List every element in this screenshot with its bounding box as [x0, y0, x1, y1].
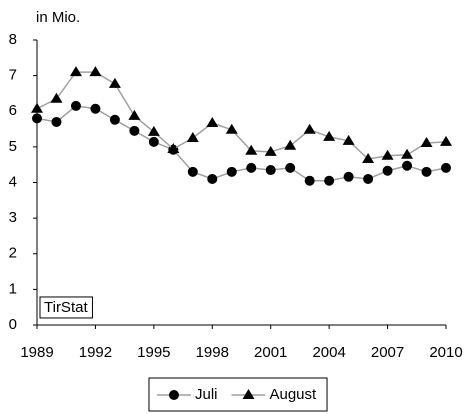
- point: [440, 135, 452, 146]
- x-tick-label: 2007: [371, 344, 404, 361]
- y-tick-label: 7: [9, 67, 17, 84]
- x-tick-label: 1998: [196, 344, 229, 361]
- point: [402, 160, 413, 171]
- x-tick-label: 1992: [79, 344, 112, 361]
- x-tick-label: 2001: [254, 344, 287, 361]
- y-tick-label: 5: [9, 138, 17, 155]
- y-tick-label: 1: [9, 280, 17, 297]
- point: [148, 136, 159, 147]
- y-axis-label: in Mio.: [36, 9, 80, 26]
- annotation: TirStat: [44, 299, 88, 316]
- point: [343, 171, 354, 182]
- point: [31, 102, 43, 113]
- x-tick-label: 1995: [137, 344, 170, 361]
- point: [109, 114, 120, 125]
- point: [303, 123, 316, 134]
- y-tick-label: 2: [9, 245, 17, 262]
- x-tick-label: 2004: [312, 344, 345, 361]
- point: [304, 175, 315, 186]
- y-tick-label: 3: [9, 209, 17, 226]
- point: [108, 77, 121, 88]
- point: [324, 175, 335, 186]
- point: [50, 92, 63, 103]
- point: [186, 131, 199, 142]
- point: [51, 116, 62, 127]
- point: [284, 139, 297, 150]
- series-line: [36, 105, 447, 182]
- point: [129, 125, 140, 136]
- legend-marker: [242, 389, 255, 399]
- y-tick-label: 6: [9, 102, 17, 119]
- x-tick-label: 2010: [429, 344, 462, 361]
- legend-marker: [168, 390, 179, 400]
- point: [381, 149, 394, 160]
- point: [245, 144, 258, 155]
- point: [206, 117, 219, 128]
- point: [265, 165, 276, 176]
- point: [32, 113, 42, 124]
- point: [89, 66, 102, 77]
- point: [382, 165, 393, 176]
- series-line: [36, 71, 447, 160]
- point: [441, 162, 451, 173]
- annotation-box: [39, 296, 93, 319]
- point: [342, 134, 355, 145]
- legend-label: August: [269, 386, 317, 403]
- y-tick-label: 0: [9, 316, 17, 333]
- point: [167, 143, 180, 154]
- point: [323, 130, 336, 141]
- point: [226, 166, 237, 177]
- point: [90, 103, 101, 114]
- point: [363, 173, 374, 184]
- point: [362, 152, 375, 163]
- point: [207, 173, 218, 184]
- legend: Juli August: [148, 377, 328, 412]
- point: [128, 109, 141, 120]
- point: [421, 166, 432, 177]
- point: [225, 123, 238, 134]
- point: [70, 100, 81, 111]
- point: [285, 162, 296, 173]
- point: [187, 166, 198, 177]
- point: [246, 162, 257, 173]
- point: [420, 136, 433, 147]
- point: [69, 66, 82, 77]
- point: [147, 125, 160, 136]
- legend-label: Juli: [195, 386, 218, 403]
- y-tick-label: 4: [9, 173, 17, 190]
- point: [264, 145, 277, 156]
- y-tick-label: 8: [9, 31, 17, 48]
- x-tick-label: 1989: [20, 344, 53, 361]
- point: [401, 148, 414, 159]
